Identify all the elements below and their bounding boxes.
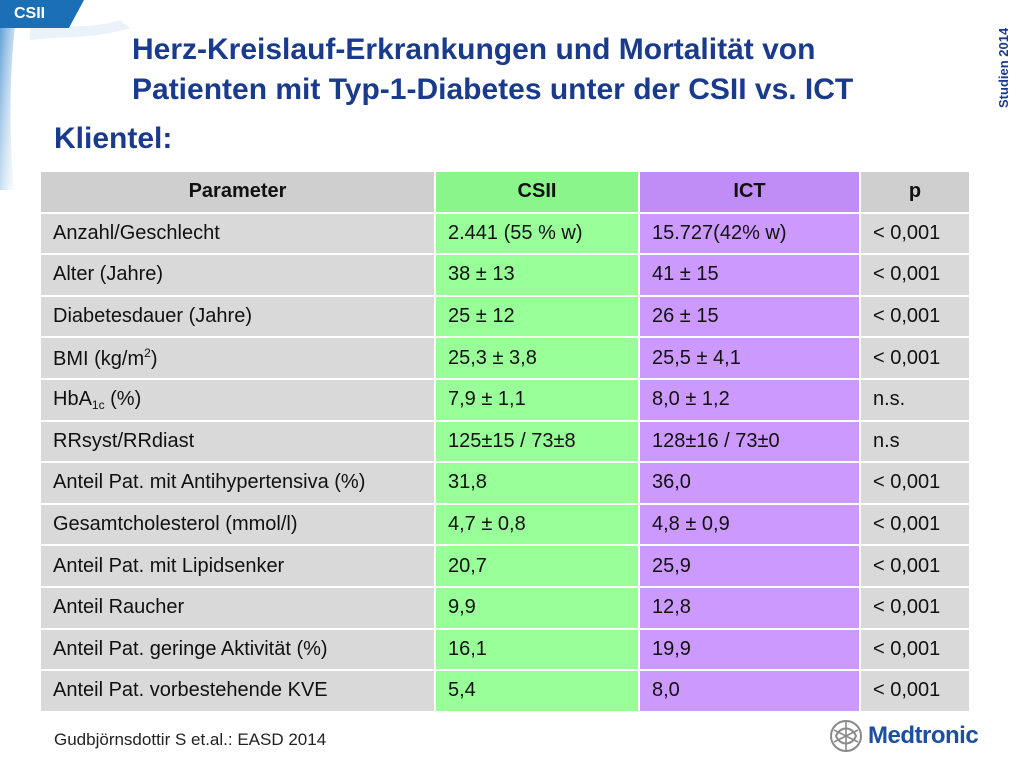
cell-parameter: Anteil Pat. mit Antihypertensiva (%) (41, 463, 436, 505)
param-text-end: ) (150, 347, 158, 370)
cell-ict: 26 ± 15 (640, 296, 861, 339)
reference-citation: Gudbjörnsdottir S et.al.: EASD 2014 (54, 730, 327, 749)
cell-csii: 2.441 (55 % w) (436, 213, 640, 256)
cell-p: < 0,001 (861, 671, 971, 713)
cell-parameter: Diabetesdauer (Jahre) (41, 296, 436, 339)
subtitle: Klientel: (54, 122, 173, 155)
cell-parameter: Anteil Pat. mit Lipidsenker (41, 546, 436, 588)
table-row: Gesamtcholesterol (mmol/l) 4,7 ± 0,8 4,8… (41, 504, 971, 547)
medtronic-logo-icon (830, 720, 862, 752)
param-subscript: 1c (91, 397, 105, 412)
header-parameter: Parameter (41, 172, 436, 214)
cell-p: < 0,001 (861, 629, 971, 672)
cell-p: < 0,001 (861, 546, 971, 588)
cell-csii: 125±15 / 73±8 (436, 421, 640, 464)
header-csii: CSII (436, 172, 640, 214)
cell-ict: 36,0 (640, 463, 861, 505)
cell-csii: 31,8 (436, 463, 640, 505)
cell-ict: 19,9 (640, 629, 861, 672)
cell-p: < 0,001 (861, 213, 971, 256)
cell-ict: 4,8 ± 0,9 (640, 504, 861, 547)
table-row: Alter (Jahre) 38 ± 13 41 ± 15 < 0,001 (41, 255, 971, 297)
cell-parameter: BMI (kg/m2) (41, 338, 436, 380)
cell-csii: 5,4 (436, 671, 640, 713)
cell-csii: 20,7 (436, 546, 640, 588)
cell-parameter: RRsyst/RRdiast (41, 421, 436, 464)
cell-csii: 4,7 ± 0,8 (436, 504, 640, 547)
table-row: Anteil Pat. geringe Aktivität (%) 16,1 1… (41, 629, 971, 672)
cell-ict: 128±16 / 73±0 (640, 421, 861, 464)
cell-ict: 15.727(42% w) (640, 213, 861, 256)
table-row: RRsyst/RRdiast 125±15 / 73±8 128±16 / 73… (41, 421, 971, 464)
table-row: Anzahl/Geschlecht 2.441 (55 % w) 15.727(… (41, 213, 971, 256)
cell-csii: 38 ± 13 (436, 255, 640, 297)
table-row: Anteil Pat. vorbestehende KVE 5,4 8,0 < … (41, 671, 971, 713)
title-line-1: Herz-Kreislauf-Erkrankungen und Mortalit… (132, 33, 816, 66)
cell-p: n.s. (861, 379, 971, 422)
cell-p: n.s (861, 421, 971, 464)
medtronic-logo: Medtronic (828, 718, 979, 754)
cell-parameter: Anzahl/Geschlecht (41, 213, 436, 256)
table-row: Anteil Pat. mit Lipidsenker 20,7 25,9 < … (41, 546, 971, 588)
data-table: Parameter CSII ICT p Anzahl/Geschlecht 2… (41, 172, 971, 713)
title-line-2: Patienten mit Typ-1-Diabetes unter der C… (132, 73, 854, 106)
cell-parameter: HbA1c (%) (41, 379, 436, 422)
cell-ict: 12,8 (640, 587, 861, 630)
slide-title: Herz-Kreislauf-Erkrankungen und Mortalit… (132, 30, 972, 110)
table-row: Anteil Pat. mit Antihypertensiva (%) 31,… (41, 463, 971, 505)
cell-ict: 8,0 ± 1,2 (640, 379, 861, 422)
cell-p: < 0,001 (861, 296, 971, 339)
cell-ict: 8,0 (640, 671, 861, 713)
header-ict: ICT (640, 172, 861, 214)
table-header-row: Parameter CSII ICT p (41, 172, 971, 214)
cell-parameter: Alter (Jahre) (41, 255, 436, 297)
cell-p: < 0,001 (861, 504, 971, 547)
table-row: Diabetesdauer (Jahre) 25 ± 12 26 ± 15 < … (41, 296, 971, 339)
cell-parameter: Anteil Pat. vorbestehende KVE (41, 671, 436, 713)
cell-p: < 0,001 (861, 587, 971, 630)
cell-p: < 0,001 (861, 463, 971, 505)
cell-csii: 7,9 ± 1,1 (436, 379, 640, 422)
cell-parameter: Anteil Raucher (41, 587, 436, 630)
cell-csii: 25,3 ± 3,8 (436, 338, 640, 380)
param-text: BMI (kg/m (53, 347, 145, 370)
cell-csii: 9,9 (436, 587, 640, 630)
cell-ict: 41 ± 15 (640, 255, 861, 297)
table-row: Anteil Raucher 9,9 12,8 < 0,001 (41, 587, 971, 630)
cell-csii: 16,1 (436, 629, 640, 672)
corner-swoosh (0, 0, 130, 190)
cell-p: < 0,001 (861, 338, 971, 380)
param-superscript: 2 (144, 345, 151, 360)
cell-csii: 25 ± 12 (436, 296, 640, 339)
header-p: p (861, 172, 971, 214)
cell-parameter: Anteil Pat. geringe Aktivität (%) (41, 629, 436, 672)
csii-tag: CSII (0, 0, 84, 28)
cell-p: < 0,001 (861, 255, 971, 297)
logo-wordmark: Medtronic (868, 722, 979, 749)
side-label: Studien 2014 (996, 27, 1011, 108)
param-text: HbA (53, 387, 92, 410)
corner-decoration: CSII (0, 0, 160, 190)
cell-ict: 25,5 ± 4,1 (640, 338, 861, 380)
table-row: HbA1c (%) 7,9 ± 1,1 8,0 ± 1,2 n.s. (41, 379, 971, 422)
cell-parameter: Gesamtcholesterol (mmol/l) (41, 504, 436, 547)
cell-ict: 25,9 (640, 546, 861, 588)
table-row: BMI (kg/m2) 25,3 ± 3,8 25,5 ± 4,1 < 0,00… (41, 338, 971, 380)
param-text-end: (%) (104, 387, 142, 410)
